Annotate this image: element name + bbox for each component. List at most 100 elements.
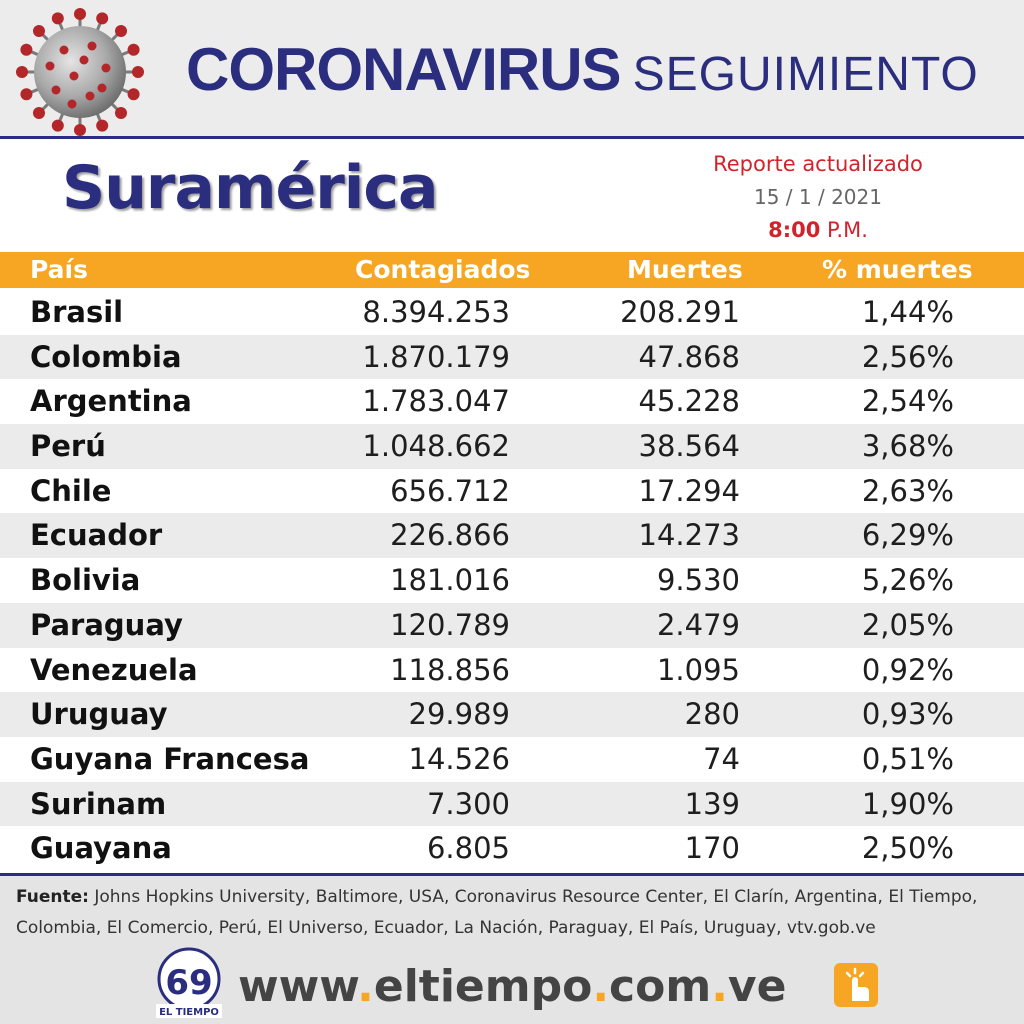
coronavirus-icon (16, 8, 144, 136)
cell-pct-muertes: 2,50% (861, 831, 954, 866)
table-row: Surinam 7.300 139 1,90% (0, 781, 1024, 827)
cell-pais: Ecuador (30, 518, 163, 553)
cell-contagiados: 181.016 (390, 563, 510, 598)
el-tiempo-logo: 69 EL TIEMPO (156, 947, 222, 1018)
cell-pais: Paraguay (30, 607, 183, 642)
table-header: País Contagiados Muertes % muertes (0, 252, 1024, 288)
title-seguimiento: SEGUIMIENTO (632, 48, 979, 101)
logo-text: EL TIEMPO (159, 1007, 219, 1018)
source-text: Johns Hopkins University, Baltimore, USA… (16, 887, 978, 938)
table-row: Paraguay 120.789 2.479 2,05% (0, 602, 1024, 648)
table-row: Guayana 6.805 170 2,50% (0, 826, 1024, 871)
source-note: Fuente: Johns Hopkins University, Baltim… (16, 882, 1011, 944)
cell-pct-muertes: 6,29% (861, 518, 954, 553)
table-row: Colombia 1.870.179 47.868 2,56% (0, 334, 1024, 380)
website-dot: . (592, 961, 610, 1012)
cell-muertes: 9.530 (656, 563, 740, 598)
cell-pais: Bolivia (30, 563, 141, 598)
cell-contagiados: 7.300 (426, 786, 510, 821)
website-part-domain: eltiempo (373, 961, 593, 1012)
click-hand-icon (834, 963, 878, 1007)
cell-pais: Brasil (30, 295, 124, 329)
report-date: 15 / 1 / 2021 (754, 185, 882, 209)
cell-contagiados: 1.048.662 (362, 429, 510, 464)
cell-pais: Chile (30, 473, 112, 508)
cell-muertes: 208.291 (620, 295, 740, 329)
report-time-ampm: P.M. (827, 218, 868, 242)
page-title: CORONAVIRUS SEGUIMIENTO (186, 30, 979, 110)
cell-pct-muertes: 2,56% (861, 339, 954, 374)
table-row: Argentina 1.783.047 45.228 2,54% (0, 379, 1024, 424)
report-info: Reporte actualizado 15 / 1 / 2021 8:00 P… (700, 148, 936, 247)
cell-muertes: 47.868 (638, 339, 740, 374)
cell-muertes: 14.273 (638, 518, 740, 553)
cell-pct-muertes: 2,63% (861, 473, 954, 508)
cell-contagiados: 118.856 (390, 652, 510, 687)
cell-muertes: 45.228 (638, 384, 740, 419)
table-row: Venezuela 118.856 1.095 0,92% (0, 648, 1024, 693)
cell-pct-muertes: 1,90% (861, 786, 954, 821)
title-coronavirus: CORONAVIRUS (186, 36, 622, 103)
column-header-contagiados: Contagiados (355, 255, 531, 284)
table-row: Bolivia 181.016 9.530 5,26% (0, 558, 1024, 603)
website-link[interactable]: www.eltiempo.com.ve (238, 956, 786, 1018)
report-time: 8:00 P.M. (700, 214, 936, 247)
cell-pais: Venezuela (30, 652, 198, 687)
cell-pais: Colombia (30, 339, 182, 374)
cell-muertes: 2.479 (656, 607, 740, 642)
cell-pct-muertes: 0,51% (861, 741, 954, 776)
website-dot: . (711, 961, 728, 1012)
table-body: Brasil 8.394.253 208.291 1,44% Colombia 1.870… (0, 290, 1024, 871)
footer-divider (0, 873, 1024, 876)
cell-pais: Guayana (30, 831, 172, 866)
cell-pais: Surinam (30, 786, 167, 821)
table-row: Perú 1.048.662 38.564 3,68% (0, 424, 1024, 469)
report-label: Reporte actualizado (713, 152, 923, 176)
cell-contagiados: 29.989 (408, 697, 510, 732)
website-dot: . (357, 961, 374, 1012)
cell-muertes: 170 (684, 831, 740, 866)
table-row: Guyana Francesa 14.526 74 0,51% (0, 737, 1024, 782)
cell-contagiados: 656.712 (390, 473, 510, 508)
table-row: Chile 656.712 17.294 2,63% (0, 469, 1024, 514)
cell-pais: Uruguay (30, 697, 168, 732)
cell-contagiados: 6.805 (426, 831, 510, 866)
cell-contagiados: 1.870.179 (362, 339, 510, 374)
cell-muertes: 280 (684, 697, 740, 732)
column-header-pct-muertes: % muertes (822, 255, 973, 284)
table-row: Ecuador 226.866 14.273 6,29% (0, 513, 1024, 559)
cell-contagiados: 120.789 (390, 607, 510, 642)
cell-muertes: 38.564 (638, 429, 740, 464)
cell-pct-muertes: 2,54% (861, 384, 954, 419)
cell-pais: Perú (30, 429, 106, 464)
cell-contagiados: 1.783.047 (362, 384, 510, 419)
cell-pais: Argentina (30, 384, 192, 419)
header: CORONAVIRUS SEGUIMIENTO (0, 0, 1024, 138)
cell-contagiados: 14.526 (408, 741, 510, 776)
report-time-value: 8:00 (768, 218, 821, 242)
website-part-ve: ve (727, 961, 787, 1012)
column-header-muertes: Muertes (627, 255, 743, 284)
logo-number: 69 (165, 963, 212, 1003)
website-part-com: com (609, 961, 712, 1012)
cell-muertes: 17.294 (638, 473, 740, 508)
region-title: Suramérica (62, 153, 438, 223)
website-part-www: www (238, 961, 358, 1012)
cell-pct-muertes: 5,26% (861, 563, 954, 598)
source-label: Fuente: (16, 887, 89, 907)
cell-muertes: 74 (703, 741, 740, 776)
cell-pct-muertes: 2,05% (861, 607, 954, 642)
cell-contagiados: 8.394.253 (362, 295, 510, 329)
cell-muertes: 139 (684, 786, 740, 821)
column-header-pais: País (30, 255, 88, 284)
cell-pct-muertes: 1,44% (861, 295, 954, 329)
cell-pct-muertes: 0,92% (861, 652, 954, 687)
cell-contagiados: 226.866 (390, 518, 510, 553)
table-row: Uruguay 29.989 280 0,93% (0, 692, 1024, 737)
cell-pct-muertes: 0,93% (861, 697, 954, 732)
cell-pct-muertes: 3,68% (861, 429, 954, 464)
table-row: Brasil 8.394.253 208.291 1,44% (0, 290, 1024, 335)
cell-muertes: 1.095 (656, 652, 740, 687)
cell-pais: Guyana Francesa (30, 741, 310, 776)
